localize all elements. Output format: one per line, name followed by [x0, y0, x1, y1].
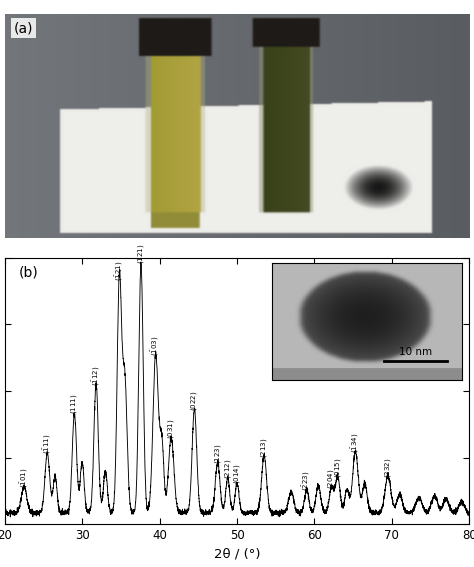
Text: $(\bar{1}01)$: $(\bar{1}01)$ [18, 468, 30, 488]
Text: $(123)$: $(123)$ [213, 444, 223, 464]
Text: $(232)$: $(232)$ [383, 458, 393, 478]
Text: $(\bar{1}34)$: $(\bar{1}34)$ [350, 433, 361, 453]
Text: $(031)$: $(031)$ [166, 419, 176, 439]
Text: $(121)$: $(121)$ [136, 244, 146, 264]
Text: $(213)$: $(213)$ [259, 438, 269, 458]
Text: $(\bar{1}21)$: $(\bar{1}21)$ [114, 261, 125, 281]
Text: $(\bar{1}12)$: $(\bar{1}12)$ [91, 366, 102, 386]
Text: $(022)$: $(022)$ [190, 391, 200, 411]
Text: (b): (b) [18, 265, 38, 280]
Text: $(014)$: $(014)$ [232, 464, 242, 484]
Text: $(015)$: $(015)$ [333, 458, 343, 478]
Text: $(\bar{1}03)$: $(\bar{1}03)$ [150, 336, 162, 356]
Text: (a): (a) [14, 21, 34, 35]
Text: $(212)$: $(212)$ [223, 459, 233, 480]
Text: $(\bar{2}23)$: $(\bar{2}23)$ [301, 471, 312, 491]
Text: $(204)$: $(204)$ [327, 469, 337, 489]
X-axis label: 2θ / (°): 2θ / (°) [214, 548, 260, 561]
Text: $(111)$: $(111)$ [69, 394, 80, 414]
Text: $(\bar{1}11)$: $(\bar{1}11)$ [42, 434, 53, 455]
